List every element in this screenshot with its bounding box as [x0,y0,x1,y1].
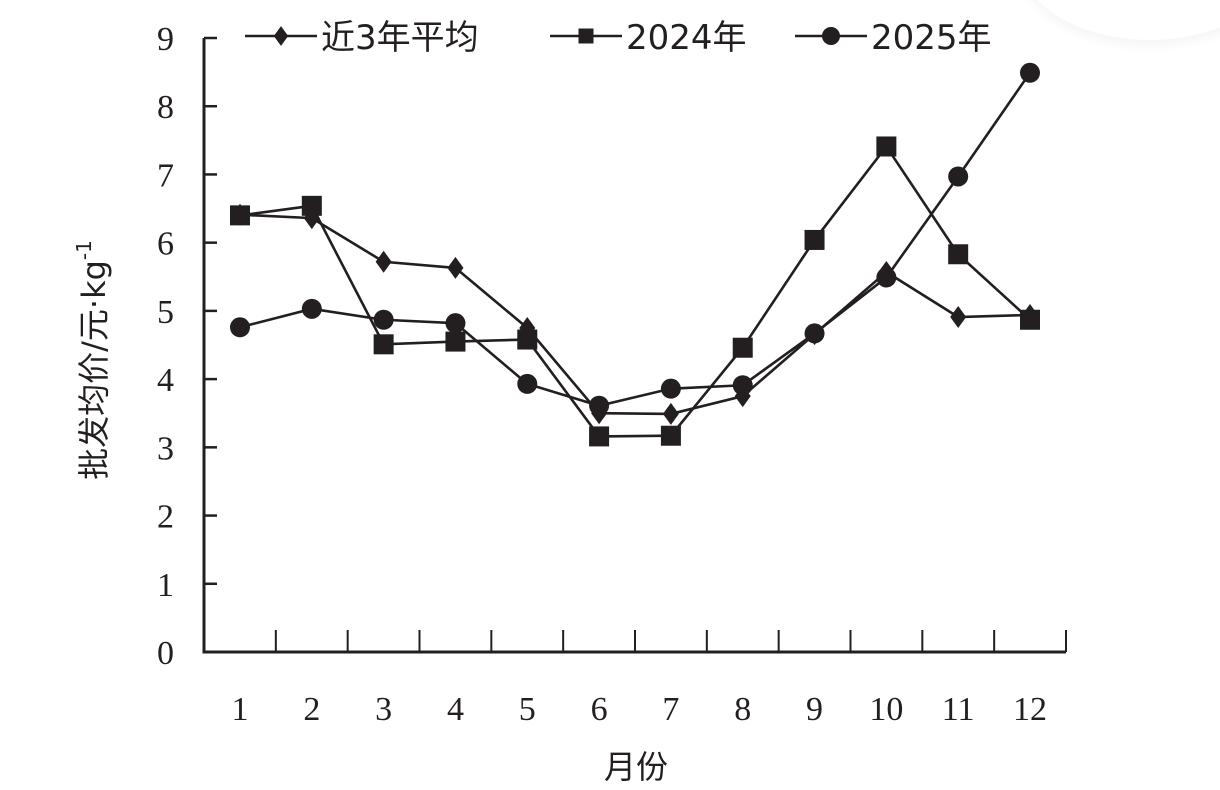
series-square [230,136,1040,447]
circle-marker-icon [822,27,840,45]
square-marker-icon [517,329,538,350]
y-tick-label: 0 [157,635,174,672]
axes [202,38,1066,654]
square-marker-icon [804,229,825,250]
circle-marker-icon [876,267,897,288]
series-line [239,72,1032,408]
circle-marker-icon [589,395,610,416]
y-tick-label: 2 [157,499,174,536]
data-series [230,62,1040,447]
series-line [239,144,1031,438]
y-tick-label: 6 [157,226,174,263]
circle-marker-icon [301,298,322,319]
legend: 近3年平均 2024年 2025年 [245,18,992,58]
x-tick-label: 8 [734,691,751,728]
circle-marker-icon [660,378,681,399]
y-axis-title-sup: -1 [72,240,96,260]
diamond-marker-icon [950,306,967,329]
x-tick-label: 7 [662,691,679,728]
square-marker-icon [660,425,681,446]
diamond-marker-icon [375,250,392,273]
square-marker-icon [301,195,322,216]
y-tick-label: 7 [157,157,174,194]
circle-marker-icon [230,317,250,338]
square-marker-icon [1020,309,1040,330]
svg-text:批发均价/元·kg-1: 批发均价/元·kg-1 [72,240,113,480]
circle-marker-icon [373,309,394,330]
y-tick-label: 3 [157,430,174,467]
diamond-marker-icon [273,26,289,46]
square-marker-icon [578,28,594,44]
circle-marker-icon [948,166,969,187]
circle-marker-icon [445,313,466,334]
x-axis-ticks: 1 2 3 4 5 6 7 8 9 10 11 12 [232,630,1067,728]
square-marker-icon [589,426,610,447]
x-tick-label: 3 [375,691,392,728]
y-tick-label: 1 [157,567,174,604]
circle-marker-icon [517,373,538,394]
diamond-marker-icon [662,402,679,425]
x-tick-label: 11 [942,691,975,728]
square-marker-icon [876,136,897,157]
circle-marker-icon [804,323,825,344]
diamond-marker-icon [447,256,464,279]
legend-label: 2024年 [626,18,747,58]
square-marker-icon [230,205,250,226]
x-tick-label: 1 [232,691,249,728]
x-tick-label: 4 [447,691,464,728]
legend-label: 2025年 [871,18,992,58]
x-tick-label: 2 [303,691,320,728]
series-line [239,213,1031,416]
y-tick-label: 4 [157,362,174,399]
y-axis-title: 批发均价/元·kg-1 [72,240,113,480]
x-tick-label: 10 [869,691,903,728]
legend-item: 2024年 [550,18,747,58]
x-axis-title: 月份 [604,748,668,786]
y-axis-title-main: 批发均价/元·kg [75,260,113,480]
series-circle [230,62,1040,416]
legend-item: 2025年 [795,18,992,58]
square-marker-icon [373,334,394,355]
y-axis-ticks: 0 1 2 3 4 5 6 7 8 9 [157,21,217,672]
legend-label: 近3年平均 [321,18,479,58]
y-tick-label: 9 [157,21,174,58]
square-marker-icon [445,331,466,352]
x-tick-label: 9 [806,691,823,728]
square-marker-icon [948,244,969,265]
square-marker-icon [732,337,753,358]
circle-marker-icon [732,375,753,396]
y-tick-label: 5 [157,294,174,331]
x-tick-label: 5 [519,691,536,728]
x-tick-label: 6 [591,691,608,728]
circle-marker-icon [1020,62,1040,83]
y-tick-label: 8 [157,89,174,126]
x-tick-label: 12 [1013,691,1047,728]
legend-item: 近3年平均 [245,18,479,58]
